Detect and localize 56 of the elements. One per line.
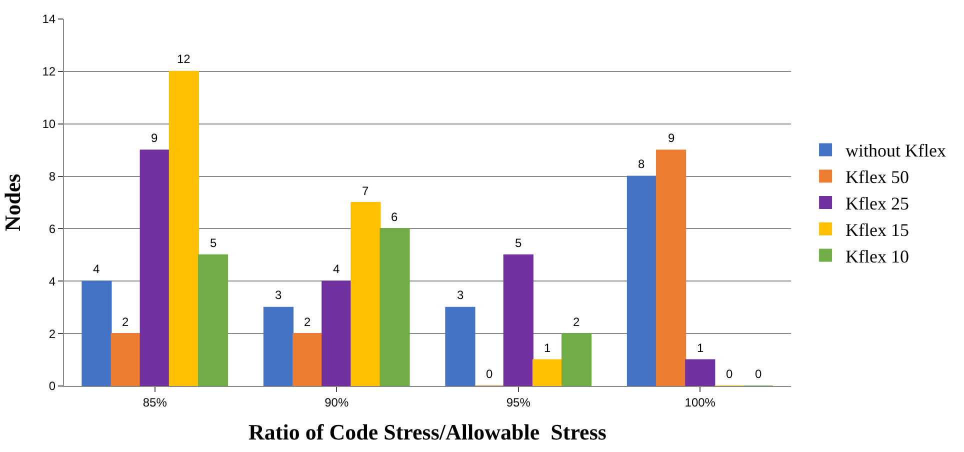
y-tick-label: 12 [42,64,56,79]
data-label: 3 [275,288,282,302]
bar [685,359,716,386]
y-tick-label: 8 [48,169,56,184]
legend-label: Kflex 15 [846,220,910,240]
bar [110,333,141,386]
x-tick-label: 100% [684,395,716,410]
data-label: 9 [151,131,158,145]
data-label: 2 [573,315,580,329]
bar [322,280,352,386]
data-label: 4 [93,262,100,276]
legend-label: without Kflex [846,140,946,161]
bar [445,306,476,386]
bar [532,359,562,386]
data-label: 6 [391,210,398,224]
legend-label: Kflex 10 [846,246,910,266]
legend-label: Kflex 50 [846,167,910,188]
data-label: 2 [304,315,311,329]
x-tick-label: 95% [506,395,531,410]
bar [292,333,323,386]
data-label: 8 [638,157,645,171]
bar [380,228,410,386]
data-label: 1 [544,341,551,355]
y-tick-label: 0 [48,379,56,394]
data-label: 4 [333,262,340,276]
x-tick-label: 90% [324,395,349,410]
bar [350,202,381,386]
data-label: 12 [177,52,191,66]
bar [168,70,199,386]
y-tick-label: 2 [48,326,56,341]
y-tick-label: 10 [42,117,56,132]
bar [562,333,592,386]
data-label: 2 [122,315,129,329]
x-tick-label: 85% [142,395,168,410]
data-label: 5 [210,236,217,250]
bar [263,306,294,386]
legend-label: Kflex 25 [846,194,910,214]
y-tick-label: 14 [42,12,56,26]
data-label: 7 [362,184,369,198]
y-axis-title: Nodes [0,173,26,232]
bar [82,280,112,386]
data-label: 5 [515,236,522,250]
data-label: 0 [755,367,762,381]
bar [656,150,686,386]
bar [140,150,170,386]
data-label: 9 [668,131,675,145]
y-tick-label: 6 [48,222,56,236]
y-tick-label: 4 [48,274,56,288]
data-label: 0 [726,367,733,381]
x-axis-title: Ratio of Code Stress/Allowable Stress [248,419,607,444]
data-label: 3 [457,288,464,302]
data-label: 1 [697,341,704,355]
data-label: 0 [486,367,493,381]
bar [626,176,658,386]
bar [503,254,534,386]
bar [198,254,228,386]
